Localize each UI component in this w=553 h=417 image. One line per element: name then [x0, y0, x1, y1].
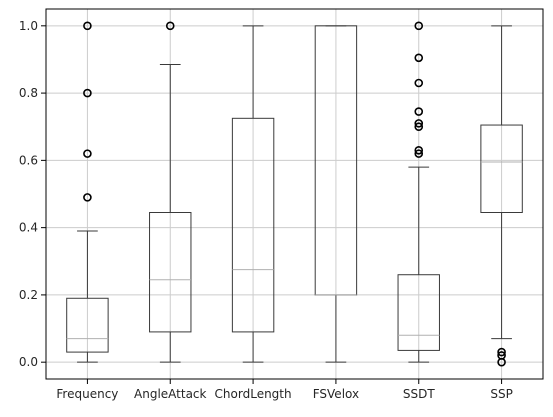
outlier-point: [497, 347, 506, 357]
y-tick-label: 0.6: [19, 153, 38, 167]
box-group: [231, 25, 275, 363]
outlier-point: [414, 145, 424, 155]
y-tick-label: 1.0: [19, 19, 38, 33]
outlier-point: [414, 149, 424, 158]
outlier-point: [414, 107, 424, 116]
box-group: [397, 21, 440, 363]
box-group: [149, 21, 192, 363]
y-tick-label: 0.0: [19, 355, 38, 369]
y-tick-label: 0.2: [19, 288, 38, 302]
plot-frame: [45, 8, 544, 380]
boxes-layer: [66, 21, 523, 367]
outlier-point: [414, 119, 424, 128]
x-tick-label: FSVelox: [313, 387, 359, 401]
x-tick-label: SSP: [490, 387, 512, 401]
x-tick-label: SSDT: [403, 387, 435, 401]
box-group: [66, 21, 109, 363]
box-group: [480, 25, 523, 367]
outlier-point: [414, 122, 424, 132]
box-rect: [231, 117, 275, 333]
x-tick-label: Frequency: [56, 387, 118, 401]
x-tick-label: ChordLength: [215, 387, 292, 401]
axes-layer: 0.0 0.2 0.4 0.6 0.8 1.0 Frequency AngleAttack Ch…: [19, 19, 513, 401]
outlier-point: [83, 21, 92, 31]
grid-layer: [46, 9, 543, 379]
x-tick-label: AngleAttack: [134, 387, 207, 401]
y-tick-label: 0.4: [19, 221, 38, 235]
outlier-point: [165, 21, 175, 31]
outlier-point: [83, 88, 92, 98]
outlier-point: [414, 78, 424, 88]
outlier-point: [497, 351, 506, 360]
box-group: [314, 25, 358, 363]
box-rect: [149, 212, 192, 333]
outlier-point: [83, 149, 92, 158]
box-rect: [480, 124, 523, 213]
box-rect: [66, 297, 109, 353]
outlier-point: [414, 53, 424, 63]
box-rect: [397, 274, 440, 351]
y-tick-label: 0.8: [19, 86, 38, 100]
outlier-point: [414, 21, 424, 31]
outlier-point: [83, 193, 92, 202]
